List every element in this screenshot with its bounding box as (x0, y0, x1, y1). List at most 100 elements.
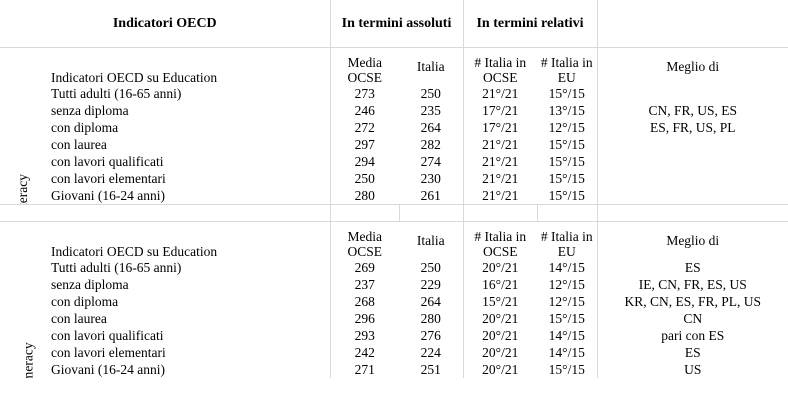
value-rank-ocse: 15°/21 (462, 293, 537, 310)
value-media: 296 (329, 310, 399, 327)
table-row: con laurea 296 280 20°/21 15°/15 CN (0, 310, 788, 327)
row-label: con laurea (51, 137, 107, 152)
spacer-cell (0, 204, 330, 222)
value-better: CN (596, 310, 788, 327)
row-label: con diploma (51, 294, 119, 309)
value-media: 293 (329, 327, 399, 344)
value-better: ES, FR, US, PL (596, 119, 788, 136)
value-rank-eu: 14°/15 (548, 260, 585, 275)
value-better (596, 170, 788, 187)
value-rank-eu: 15°/15 (548, 188, 585, 203)
row-label: con lavori qualificati (51, 154, 164, 169)
value-italia: 229 (420, 277, 441, 292)
column-label: Indicatori OECD su Education (51, 70, 218, 85)
header-line-2: OCSE (347, 244, 382, 259)
row-label: con lavori elementari (51, 171, 166, 186)
header-line-2: EU (557, 70, 576, 85)
value-better: ES (596, 259, 788, 276)
value-better: KR, CN, ES, FR, PL, US (596, 293, 788, 310)
header-line-2: EU (557, 244, 576, 259)
section-label: Numeracy (20, 342, 36, 378)
header-line-1: Media (347, 229, 383, 244)
header-absolute: In termini assoluti (329, 0, 463, 48)
value-italia: 251 (420, 362, 441, 377)
value-rank-ocse: 20°/21 (462, 259, 537, 276)
value-rank-eu: 15°/15 (548, 311, 585, 326)
header-relative: In termini relativi (462, 0, 597, 48)
value-media: 268 (329, 293, 399, 310)
value-rank-ocse: 20°/21 (462, 310, 537, 327)
table-row: Tutti adulti (16-65 anni) 269 250 20°/21 14°… (0, 259, 788, 276)
row-label: senza diploma (51, 103, 129, 118)
section-label-cell: Literacy (0, 48, 45, 205)
header-line-2: OCSE (482, 244, 518, 259)
value-better (596, 85, 788, 102)
oecd-table: Indicatori OECD In termini assoluti In t… (0, 0, 788, 378)
value-rank-eu: 15°/15 (548, 171, 585, 186)
header-line-1: # Italia in (540, 55, 593, 70)
row-label: Giovani (16-24 anni) (51, 188, 165, 203)
value-media: 237 (329, 276, 399, 293)
value-media: 272 (329, 119, 399, 136)
table-row: senza diploma 237 229 16°/21 12°/15 IE, CN, F… (0, 276, 788, 293)
value-media: 246 (329, 102, 399, 119)
value-better: IE, CN, FR, ES, US (596, 276, 788, 293)
value-media: 250 (329, 170, 399, 187)
value-rank-eu: 14°/15 (548, 345, 585, 360)
value-rank-ocse: 21°/21 (462, 187, 537, 205)
value-rank-eu: 15°/15 (548, 154, 585, 169)
value-italia: 274 (420, 154, 441, 169)
value-italia: 250 (420, 260, 441, 275)
spacer-cell (329, 204, 399, 222)
value-rank-ocse: 16°/21 (462, 276, 537, 293)
header-line-2: OCSE (482, 70, 518, 85)
value-rank-eu: 12°/15 (548, 120, 585, 135)
value-italia: 235 (420, 103, 441, 118)
value-media: 242 (329, 344, 399, 361)
row-label: senza diploma (51, 277, 129, 292)
column-label: Indicatori OECD su Education (51, 244, 218, 259)
value-better (596, 153, 788, 170)
value-rank-ocse: 20°/21 (462, 361, 537, 378)
table-row: con lavori qualificati 294 274 21°/21 15°/15 (0, 153, 788, 170)
value-better: pari con ES (596, 327, 788, 344)
spacer-cell (398, 204, 463, 222)
spacer-cell (462, 204, 537, 222)
value-italia: 282 (420, 137, 441, 152)
table-row: con diploma 272 264 17°/21 12°/15 ES, FR, US,… (0, 119, 788, 136)
value-italia: 250 (420, 86, 441, 101)
section-label: Literacy (14, 174, 30, 205)
value-media: 273 (329, 85, 399, 102)
table-row: con lavori elementari 242 224 20°/21 14°/15 E… (0, 344, 788, 361)
table-row: Tutti adulti (16-65 anni) 273 250 21°/21 15°… (0, 85, 788, 102)
column-italia: Italia (416, 59, 445, 74)
value-rank-ocse: 21°/21 (462, 170, 537, 187)
value-rank-eu: 15°/15 (548, 362, 585, 377)
column-italia: Italia (416, 233, 445, 248)
value-better (596, 136, 788, 153)
value-media: 271 (329, 361, 399, 378)
row-label: con laurea (51, 311, 107, 326)
spacer-cell (596, 204, 788, 222)
value-rank-eu: 12°/15 (548, 277, 585, 292)
row-label: Giovani (16-24 anni) (51, 362, 165, 377)
value-rank-eu: 12°/15 (548, 294, 585, 309)
row-label: con diploma (51, 120, 119, 135)
section-spacer (0, 204, 788, 222)
value-rank-ocse: 21°/21 (462, 85, 537, 102)
row-label: Tutti adulti (16-65 anni) (51, 86, 182, 101)
header-line-1: # Italia in (474, 229, 527, 244)
value-rank-ocse: 21°/21 (462, 153, 537, 170)
header-row: Indicatori OECD In termini assoluti In t… (0, 0, 788, 48)
column-media: Media OCSE (329, 221, 399, 259)
header-line-1: # Italia in (474, 55, 527, 70)
row-label: Tutti adulti (16-65 anni) (51, 260, 182, 275)
column-rank-ocse: # Italia in OCSE (462, 47, 537, 85)
header-line-2: OCSE (347, 70, 382, 85)
value-rank-eu: 15°/15 (548, 137, 585, 152)
table-row: Giovani (16-24 anni) 271 251 20°/21 15°/15 US (0, 361, 788, 378)
table-row: con lavori elementari 250 230 21°/21 15°/15 (0, 170, 788, 187)
value-better: US (596, 361, 788, 378)
value-italia: 224 (420, 345, 441, 360)
row-label: con lavori elementari (51, 345, 166, 360)
